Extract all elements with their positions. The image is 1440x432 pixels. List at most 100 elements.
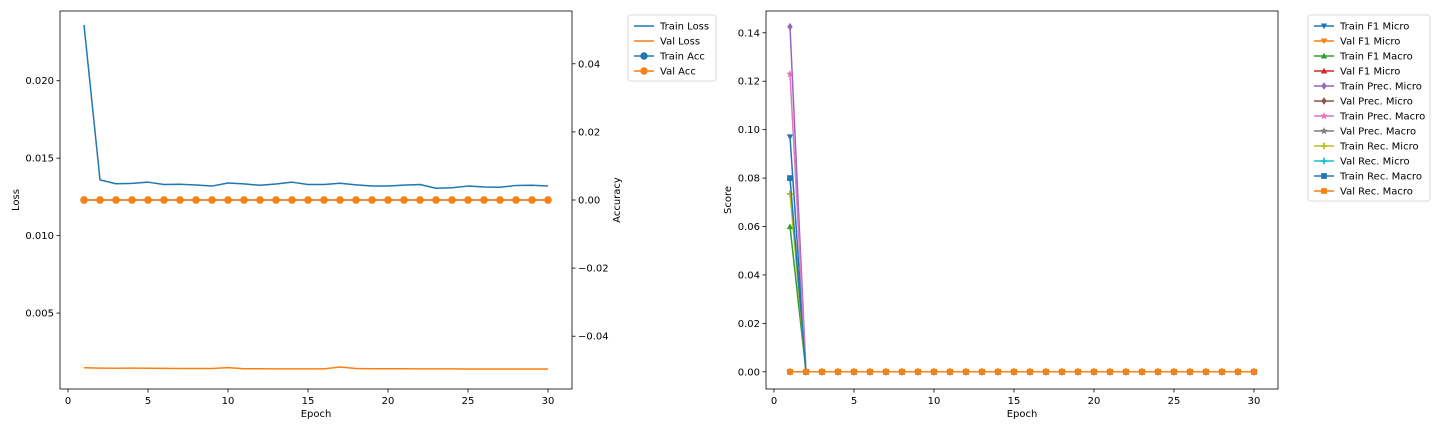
series-val-acc-3-point	[512, 196, 520, 204]
legend-marker	[1321, 173, 1327, 179]
series-val-rec-macro-11-point-shape	[1027, 368, 1033, 375]
legend-marker-shape	[640, 67, 648, 75]
legend-label: Train Rec. Macro	[1339, 172, 1422, 183]
series-val-acc-3-point-shape	[352, 196, 360, 204]
x-tick-label: 5	[145, 396, 151, 407]
series-val-rec-macro-11-point-shape	[1155, 368, 1161, 375]
series-val-acc-3-point	[304, 196, 312, 204]
legend-marker	[1321, 188, 1327, 194]
legend-entry-train-f1-macro: Train F1 Macro	[1314, 52, 1413, 63]
series-val-acc-3-point	[480, 196, 488, 204]
series-val-rec-macro-11-point-shape	[867, 368, 873, 375]
legend-marker-shape	[1320, 67, 1328, 74]
legend-label: Val Rec. Macro	[1340, 187, 1413, 198]
series-val-rec-macro-11-point	[1187, 368, 1193, 375]
series-val-acc-3-point-shape	[464, 196, 472, 204]
series-val-acc-3-point-shape	[304, 196, 312, 204]
x-tick-label: 20	[382, 396, 395, 407]
x-tick-label: 10	[928, 396, 941, 407]
legend-label: Val Prec. Micro	[1340, 97, 1413, 108]
x-tick-label: 5	[851, 396, 857, 407]
series-train-prec-macro-6-point-shape	[786, 69, 794, 78]
series-val-rec-macro-11-point-shape	[1171, 368, 1177, 375]
score-chart: 0 5 10 15 20 25 30 0.00 0.02 0.04 0.06 0.08 0.10 0.12…	[723, 10, 1431, 420]
x-axis-label: Epoch	[1007, 409, 1038, 420]
series-val-acc-3-point	[368, 196, 376, 204]
series-val-rec-macro-11-point-shape	[1235, 368, 1241, 375]
legend-marker-shape	[1321, 173, 1327, 179]
y2-tick-label: 0.02	[578, 127, 600, 138]
x-tick-label: 25	[462, 396, 475, 407]
series-val-acc-3-point	[336, 196, 344, 204]
series-val-acc-3-point-shape	[512, 196, 520, 204]
series-val-rec-macro-11-point-shape	[1203, 368, 1209, 375]
legend-marker	[1320, 157, 1328, 165]
legend-marker	[1320, 127, 1328, 135]
series-val-rec-macro-11-point-shape	[963, 368, 969, 375]
series-val-rec-macro-11-point	[787, 368, 793, 375]
series-val-acc-3-point	[192, 196, 200, 204]
series-val-rec-macro-11-point	[1107, 368, 1113, 375]
series-val-rec-macro-11-point	[1251, 368, 1257, 375]
legend-box	[1307, 14, 1431, 202]
series-val-acc-3-point-shape	[144, 196, 152, 204]
loss-accuracy-chart: 0 5 10 15 20 25 30 0.005 0.010 0.015 0.020 −0.04 −0.…	[11, 10, 717, 420]
series-val-rec-macro-11-point	[1011, 368, 1017, 375]
legend-label: Val F1 Micro	[1340, 37, 1400, 48]
y-tick-label: 0.14	[738, 28, 760, 39]
legend-label: Val Loss	[660, 37, 700, 48]
series-val-rec-macro-11-point	[995, 368, 1001, 375]
legend-marker-shape	[1320, 23, 1328, 30]
legend-marker	[1320, 52, 1328, 59]
plot-area	[766, 11, 1278, 389]
series-val-acc-3-point-shape	[528, 196, 536, 204]
series-val-acc-3-point	[80, 196, 88, 204]
series-val-rec-macro-11-point-shape	[851, 368, 857, 375]
series-val-rec-macro-11-point-shape	[1123, 368, 1129, 375]
y2-tick-label: −0.04	[578, 332, 609, 343]
y-tick-label: 0.020	[25, 76, 54, 87]
legend-entry-val-prec-macro: Val Prec. Macro	[1314, 127, 1416, 138]
x-axis-label: Epoch	[301, 409, 332, 420]
x-tick-label: 30	[1248, 396, 1261, 407]
x-tick-label: 0	[65, 396, 71, 407]
legend-entry-train-prec-micro: Train Prec. Micro	[1314, 82, 1422, 93]
series-val-rec-macro-11-point	[1123, 368, 1129, 375]
legend-marker	[1320, 142, 1328, 150]
series-val-rec-macro-11-point-shape	[1011, 368, 1017, 375]
series-val-acc-3-point-shape	[432, 196, 440, 204]
series-val-acc-3-point-shape	[288, 196, 296, 204]
series-group	[786, 22, 1258, 376]
series-val-acc-3-point-shape	[256, 196, 264, 204]
legend-entry-val-rec-macro: Val Rec. Macro	[1314, 187, 1413, 198]
series-val-rec-macro-11-point-shape	[803, 368, 809, 375]
legend-entry-train-rec-micro: Train Rec. Micro	[1314, 142, 1419, 153]
legend-label: Train F1 Macro	[1339, 52, 1413, 63]
legend-entry-train-rec-macro: Train Rec. Macro	[1314, 172, 1422, 183]
series-val-rec-macro-11-point-shape	[899, 368, 905, 375]
axes-frame	[765, 10, 1279, 390]
series-val-acc-3-point	[240, 196, 248, 204]
legend-entry-val-f1-micro: Val F1 Micro	[1314, 67, 1400, 78]
legend-marker-shape	[1320, 112, 1328, 120]
series-val-acc-3-point-shape	[96, 196, 104, 204]
y2-axis-label: Accuracy	[612, 177, 623, 223]
legend-entry-train-prec-macro: Train Prec. Macro	[1314, 112, 1425, 123]
series-val-acc-3-point	[128, 196, 136, 204]
legend-entry-val-rec-micro: Val Rec. Micro	[1314, 157, 1410, 168]
series-val-rec-macro-11-point	[963, 368, 969, 375]
series-val-rec-macro-11-point-shape	[1043, 368, 1049, 375]
series-val-acc-3-point	[272, 196, 280, 204]
series-val-acc-3-point-shape	[400, 196, 408, 204]
legend-label: Train F1 Micro	[1339, 22, 1409, 33]
series-val-acc-3-point	[144, 196, 152, 204]
series-val-acc-3-point-shape	[208, 196, 216, 204]
series-val-acc-3-point	[496, 196, 504, 204]
series-val-rec-macro-11-point	[803, 368, 809, 375]
series-val-rec-macro-11-point-shape	[835, 368, 841, 375]
series-val-acc-3-point-shape	[128, 196, 136, 204]
series-val-rec-macro-11-point-shape	[819, 368, 825, 375]
y2-tick-label: −0.02	[578, 264, 609, 275]
y-tick-label: 0.005	[25, 309, 54, 320]
x-tick-label: 15	[1008, 396, 1021, 407]
